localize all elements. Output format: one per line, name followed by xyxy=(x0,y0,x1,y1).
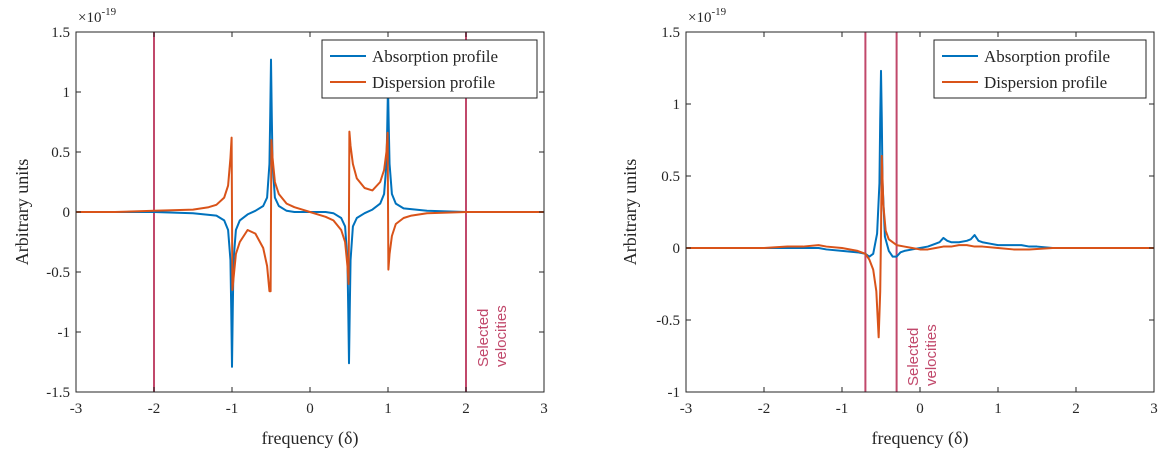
left-x-tick-label-4: 1 xyxy=(384,401,392,417)
right-x-tick-label-2: -1 xyxy=(836,401,849,417)
left-legend-dispersion-label: Dispersion profile xyxy=(372,73,495,92)
left-x-axis-label: frequency (δ) xyxy=(262,428,359,449)
right-x-tick-label-6: 3 xyxy=(1150,401,1158,417)
right-annotation-line1: Selected xyxy=(905,328,922,386)
right-x-tick-label-4: 1 xyxy=(994,401,1002,417)
right-y-tick-label-1: -0.5 xyxy=(656,313,680,329)
right-x-tick-label-1: -2 xyxy=(758,401,771,417)
left-ticks: -3 -2 -1 0 1 2 3 -1.5 -1 -0.5 0 0.5 1 1.5 xyxy=(46,25,548,417)
left-y-tick-label-5: 1 xyxy=(63,85,71,101)
left-y-axis-label: Arbitrary units xyxy=(12,159,32,265)
left-annotation-line1: Selected xyxy=(475,309,492,367)
right-legend-absorption-label: Absorption profile xyxy=(984,47,1110,66)
left-y-tick-label-4: 0.5 xyxy=(51,145,70,161)
left-x-tick-label-2: -1 xyxy=(226,401,239,417)
left-x-tick-label-1: -2 xyxy=(148,401,161,417)
left-x-tick-label-5: 2 xyxy=(462,401,470,417)
right-series xyxy=(686,69,1154,339)
left-legend: Absorption profile Dispersion profile xyxy=(321,39,538,99)
right-x-axis-label: frequency (δ) xyxy=(872,428,969,449)
right-y-tick-label-2: 0 xyxy=(673,241,681,257)
right-series-dispersion-line xyxy=(686,154,1154,339)
left-x-tick-label-0: -3 xyxy=(70,401,83,417)
left-annotation-line2: velocities xyxy=(493,305,510,367)
right-chart: -3 -2 -1 0 1 2 3 -1 -0.5 0 0.5 1 1.5 ×10-19 frequenc… xyxy=(620,6,1158,449)
left-series-dispersion-line xyxy=(76,130,544,293)
left-y-tick-label-0: -1.5 xyxy=(46,385,70,401)
left-x-tick-label-3: 0 xyxy=(306,401,314,417)
right-x-tick-label-0: -3 xyxy=(680,401,693,417)
right-y-tick-label-5: 1.5 xyxy=(661,25,680,41)
left-series xyxy=(76,58,544,368)
left-y-tick-label-6: 1.5 xyxy=(51,25,70,41)
left-y-tick-label-1: -1 xyxy=(58,325,71,341)
left-legend-absorption-label: Absorption profile xyxy=(372,47,498,66)
right-x-tick-label-5: 2 xyxy=(1072,401,1080,417)
right-legend: Absorption profile Dispersion profile xyxy=(933,39,1147,99)
right-y-tick-label-3: 0.5 xyxy=(661,169,680,185)
left-y-exponent: ×10-19 xyxy=(78,6,117,26)
left-chart: -3 -2 -1 0 1 2 3 -1.5 -1 -0.5 0 0.5 1 1.5 ×10-19 freq… xyxy=(12,6,548,449)
right-selection-lines xyxy=(864,32,898,392)
left-y-tick-label-3: 0 xyxy=(63,205,71,221)
right-y-tick-label-0: -1 xyxy=(668,385,681,401)
right-annotation-line2: velocities xyxy=(923,324,940,386)
left-x-tick-label-6: 3 xyxy=(540,401,548,417)
left-y-tick-label-2: -0.5 xyxy=(46,265,70,281)
left-legend-box xyxy=(321,39,538,99)
right-y-exponent: ×10-19 xyxy=(688,6,727,26)
right-ticks: -3 -2 -1 0 1 2 3 -1 -0.5 0 0.5 1 1.5 xyxy=(656,25,1158,417)
right-x-tick-label-3: 0 xyxy=(916,401,924,417)
right-y-axis-label: Arbitrary units xyxy=(620,159,640,265)
right-legend-box xyxy=(933,39,1147,99)
right-legend-dispersion-label: Dispersion profile xyxy=(984,73,1107,92)
right-y-tick-label-4: 1 xyxy=(673,97,681,113)
